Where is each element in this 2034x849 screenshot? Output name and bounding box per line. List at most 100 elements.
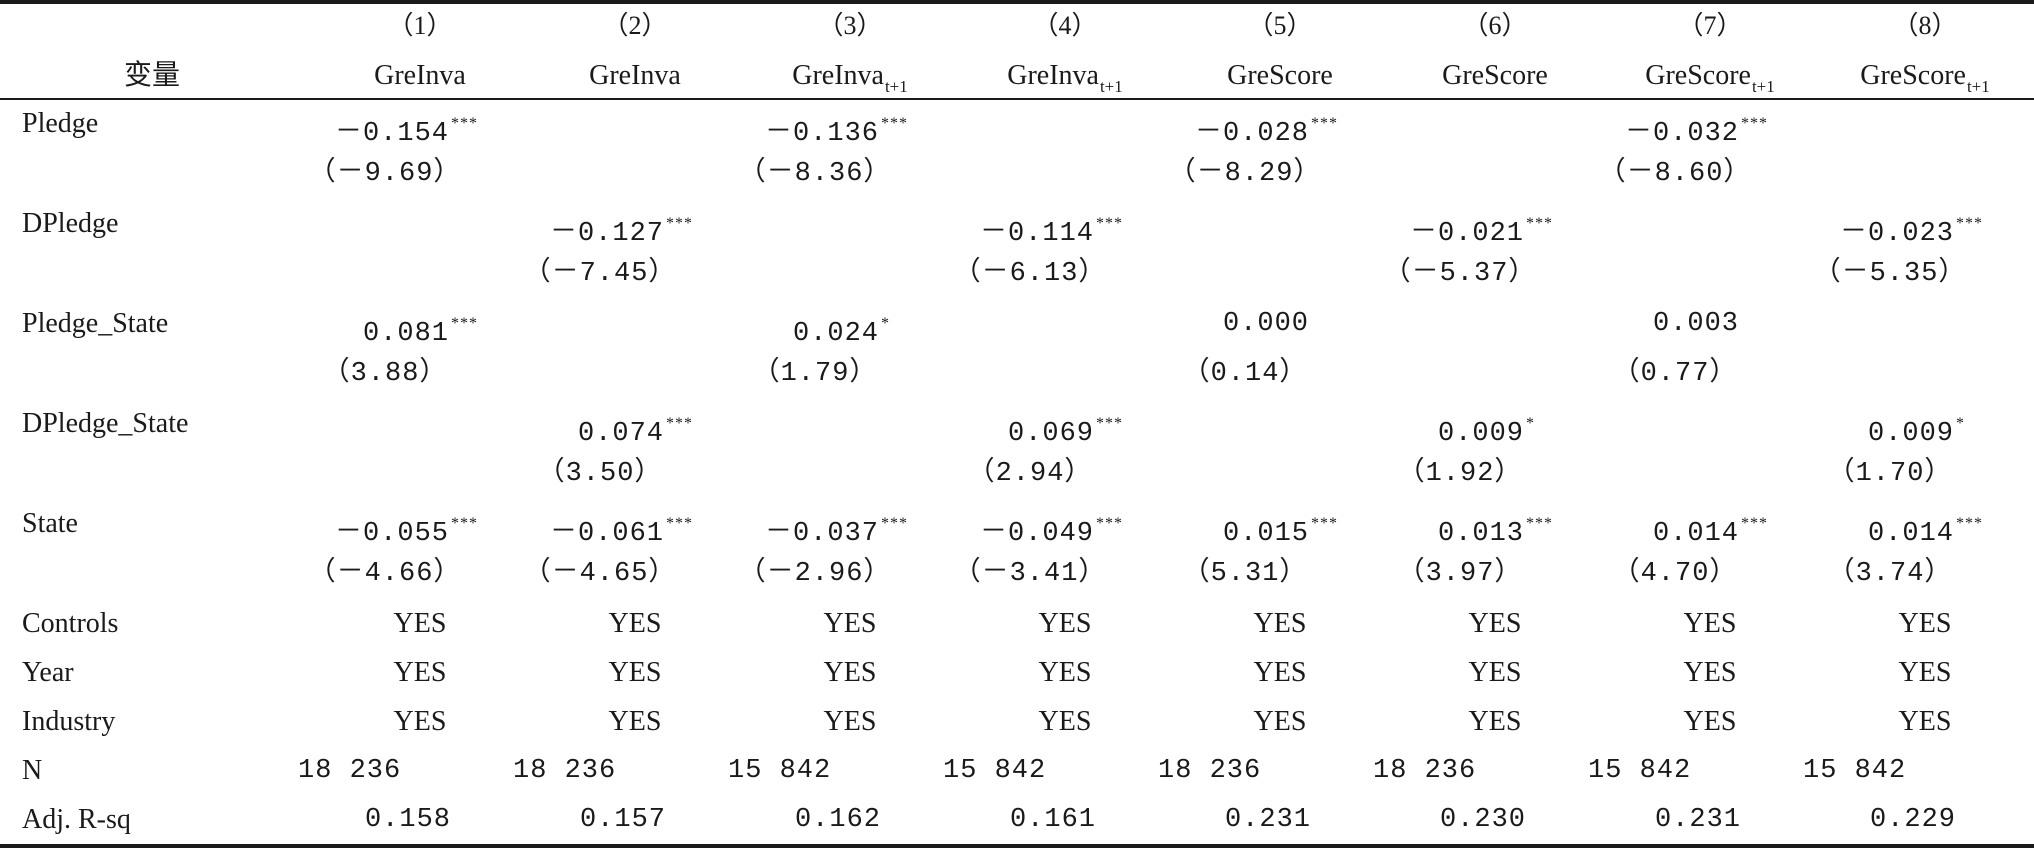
observations-value: 15 842 xyxy=(1588,756,1692,786)
coefficient-value: 0.000 xyxy=(1222,309,1309,339)
adj-r2-value: 0.231 xyxy=(1224,805,1311,835)
coefficient-value: 0.003 xyxy=(1652,309,1739,339)
adj-r2-value: 0.162 xyxy=(794,805,881,835)
indicator-value: YES xyxy=(1683,657,1737,688)
column-header: GreScoret+1 xyxy=(1605,56,1815,96)
column-header-name: GreInva xyxy=(1007,60,1099,91)
significance-stars: * xyxy=(1526,415,1535,432)
significance-stars: *** xyxy=(666,515,693,532)
observations-value: 18 236 xyxy=(513,756,617,786)
column-header: GreScore xyxy=(1175,56,1385,96)
indicator-value: YES xyxy=(1038,657,1092,688)
column-number: （1） xyxy=(387,11,453,40)
row-label: Adj. R-sq xyxy=(22,804,131,835)
coefficient-value: 0.074 xyxy=(577,419,664,449)
t-statistic: （1.79） xyxy=(752,359,878,389)
coefficient: 0.013 *** xyxy=(1370,504,1570,549)
coefficient: －0.021 *** xyxy=(1370,204,1570,249)
column-header: GreInva xyxy=(530,56,740,96)
significance-stars: *** xyxy=(451,515,478,532)
coefficient: －0.127 *** xyxy=(510,204,710,249)
indicator-value: YES xyxy=(1898,657,1952,688)
column-number: （6） xyxy=(1462,11,1528,40)
coefficient: 0.069 *** xyxy=(940,404,1140,449)
indicator-value: YES xyxy=(608,608,662,639)
significance-stars: *** xyxy=(1096,415,1123,432)
significance-stars: *** xyxy=(1526,215,1553,232)
significance-stars: *** xyxy=(1311,115,1338,132)
indicator-value: YES xyxy=(393,608,447,639)
coefficient-value: 0.013 xyxy=(1437,519,1524,549)
coefficient-value: 0.069 xyxy=(1007,419,1094,449)
coefficient: －0.023 *** xyxy=(1800,204,2000,249)
significance-stars: *** xyxy=(666,415,693,432)
coefficient-value: 0.014 xyxy=(1867,519,1954,549)
t-statistic: （0.14） xyxy=(1182,359,1308,389)
t-statistic: （3.97） xyxy=(1397,559,1523,589)
t-statistic: （0.77） xyxy=(1612,359,1738,389)
t-statistic: （5.31） xyxy=(1182,559,1308,589)
indicator-value: YES xyxy=(1468,608,1522,639)
column-header-name: GreInva xyxy=(792,60,884,91)
column-header: GreScore xyxy=(1390,56,1600,96)
adj-r2-value: 0.161 xyxy=(1009,805,1096,835)
significance-stars: *** xyxy=(1096,515,1123,532)
table-header-rule xyxy=(0,98,2034,100)
t-statistic: （－5.35） xyxy=(1813,259,1967,289)
column-header: GreInvat+1 xyxy=(745,56,955,96)
indicator-value: YES xyxy=(1468,657,1522,688)
coefficient: 0.009 * xyxy=(1800,404,2000,449)
coefficient: 0.003 xyxy=(1585,304,1785,344)
observations-value: 18 236 xyxy=(1373,756,1477,786)
coefficient-value: 0.081 xyxy=(362,319,449,349)
significance-stars: *** xyxy=(1741,515,1768,532)
coefficient: 0.024 * xyxy=(725,304,925,349)
coefficient-value: －0.127 xyxy=(549,219,664,249)
t-statistic: （－6.13） xyxy=(953,259,1107,289)
significance-stars: *** xyxy=(1741,115,1768,132)
table-top-rule xyxy=(0,0,2034,4)
column-number: （4） xyxy=(1032,11,1098,40)
coefficient-value: 0.015 xyxy=(1222,519,1309,549)
t-statistic: （1.92） xyxy=(1397,459,1523,489)
indicator-value: YES xyxy=(1253,657,1307,688)
coefficient-value: 0.014 xyxy=(1652,519,1739,549)
coefficient: －0.136 *** xyxy=(725,104,925,149)
column-header-name: GreInva xyxy=(374,60,466,91)
coefficient-value: －0.021 xyxy=(1409,219,1524,249)
observations-value: 18 236 xyxy=(1158,756,1262,786)
coefficient: －0.114 *** xyxy=(940,204,1140,249)
significance-stars: * xyxy=(881,315,890,332)
coefficient: －0.061 *** xyxy=(510,504,710,549)
indicator-value: YES xyxy=(1683,706,1737,737)
column-header-subscript: t+1 xyxy=(1099,77,1123,96)
significance-stars: *** xyxy=(1311,515,1338,532)
significance-stars: *** xyxy=(451,315,478,332)
coefficient: －0.049 *** xyxy=(940,504,1140,549)
t-statistic: （－7.45） xyxy=(523,259,677,289)
t-statistic: （4.70） xyxy=(1612,559,1738,589)
indicator-value: YES xyxy=(1038,608,1092,639)
observations-value: 15 842 xyxy=(1803,756,1907,786)
coefficient-value: －0.037 xyxy=(764,519,879,549)
coefficient-value: －0.114 xyxy=(979,219,1094,249)
significance-stars: *** xyxy=(1956,215,1983,232)
indicator-value: YES xyxy=(393,657,447,688)
t-statistic: （－8.29） xyxy=(1168,159,1322,189)
adj-r2-value: 0.158 xyxy=(364,805,451,835)
coefficient: 0.014 *** xyxy=(1585,504,1785,549)
coefficient-value: －0.055 xyxy=(334,519,449,549)
significance-stars: *** xyxy=(881,115,908,132)
row-label: Controls xyxy=(22,608,119,639)
coefficient: －0.037 *** xyxy=(725,504,925,549)
indicator-value: YES xyxy=(393,706,447,737)
indicator-value: YES xyxy=(1253,608,1307,639)
observations-value: 15 842 xyxy=(728,756,832,786)
column-header-name: GreScore xyxy=(1645,60,1751,91)
observations-value: 15 842 xyxy=(943,756,1047,786)
observations-value: 18 236 xyxy=(298,756,402,786)
coefficient-value: －0.032 xyxy=(1624,119,1739,149)
t-statistic: （－5.37） xyxy=(1383,259,1537,289)
indicator-value: YES xyxy=(1683,608,1737,639)
coefficient-value: 0.009 xyxy=(1867,419,1954,449)
